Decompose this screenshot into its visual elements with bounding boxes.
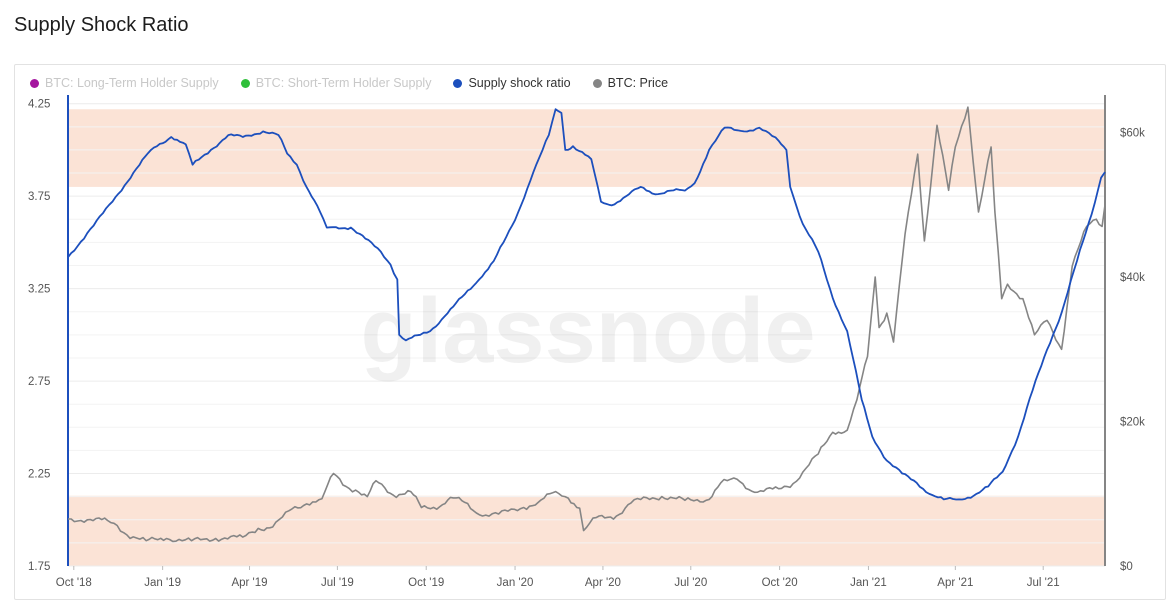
x-tick-label: Oct '18 [56, 577, 92, 589]
x-tick-label: Jul '21 [1027, 577, 1060, 589]
y-left-tick-label: 1.75 [28, 561, 50, 573]
y-right-tick-label: $60k [1120, 128, 1145, 140]
legend-dot-icon [30, 78, 39, 88]
legend-item-btc-price[interactable]: BTC: Price [592, 76, 669, 90]
legend-item-short-term-holder-supply[interactable]: BTC: Short-Term Holder Supply [240, 76, 432, 90]
legend-label: Supply shock ratio [468, 76, 571, 90]
chart-frame [14, 64, 1166, 600]
y-right-tick-label: $40k [1120, 272, 1145, 284]
legend-dot-icon [240, 78, 250, 88]
y-right-tick-label: $20k [1120, 417, 1145, 429]
series-line-supply-shock-ratio [67, 108, 1106, 501]
watermark-text: glassnode [360, 280, 815, 382]
x-tick-label: Jul '20 [674, 577, 707, 589]
x-tick-label: Jan '20 [497, 577, 534, 589]
page-title: Supply Shock Ratio [14, 14, 189, 36]
y-left-tick-label: 4.25 [28, 99, 50, 111]
legend-item-supply-shock-ratio[interactable]: Supply shock ratio [453, 76, 571, 90]
x-tick-label: Apr '21 [937, 577, 973, 589]
x-tick-label: Oct '20 [762, 577, 798, 589]
x-tick-label: Jan '19 [144, 577, 181, 589]
y-left-tick-label: 2.25 [28, 469, 50, 481]
legend-label: BTC: Short-Term Holder Supply [255, 76, 432, 90]
legend-item-long-term-holder-supply[interactable]: BTC: Long-Term Holder Supply [30, 76, 219, 90]
x-tick-label: Apr '19 [231, 577, 267, 589]
x-tick-label: Jul '19 [321, 577, 354, 589]
legend-dot-icon [592, 78, 602, 88]
x-tick-label: Oct '19 [408, 577, 444, 589]
y-left-tick-label: 3.75 [28, 191, 50, 203]
legend-label: BTC: Price [607, 76, 669, 90]
y-left-tick-label: 2.75 [28, 376, 50, 388]
series-line-btc-price [68, 106, 1106, 543]
x-tick-label: Jan '21 [850, 577, 887, 589]
chart-legend: BTC: Long-Term Holder Supply BTC: Short-… [30, 76, 668, 90]
y-right-tick-label: $0 [1120, 561, 1133, 573]
legend-dot-icon [453, 78, 463, 88]
legend-label: BTC: Long-Term Holder Supply [45, 76, 219, 90]
y-left-tick-label: 3.25 [28, 284, 50, 296]
x-tick-label: Apr '20 [585, 577, 621, 589]
threshold-band-0 [68, 109, 1105, 187]
threshold-band-1 [68, 495, 1105, 566]
